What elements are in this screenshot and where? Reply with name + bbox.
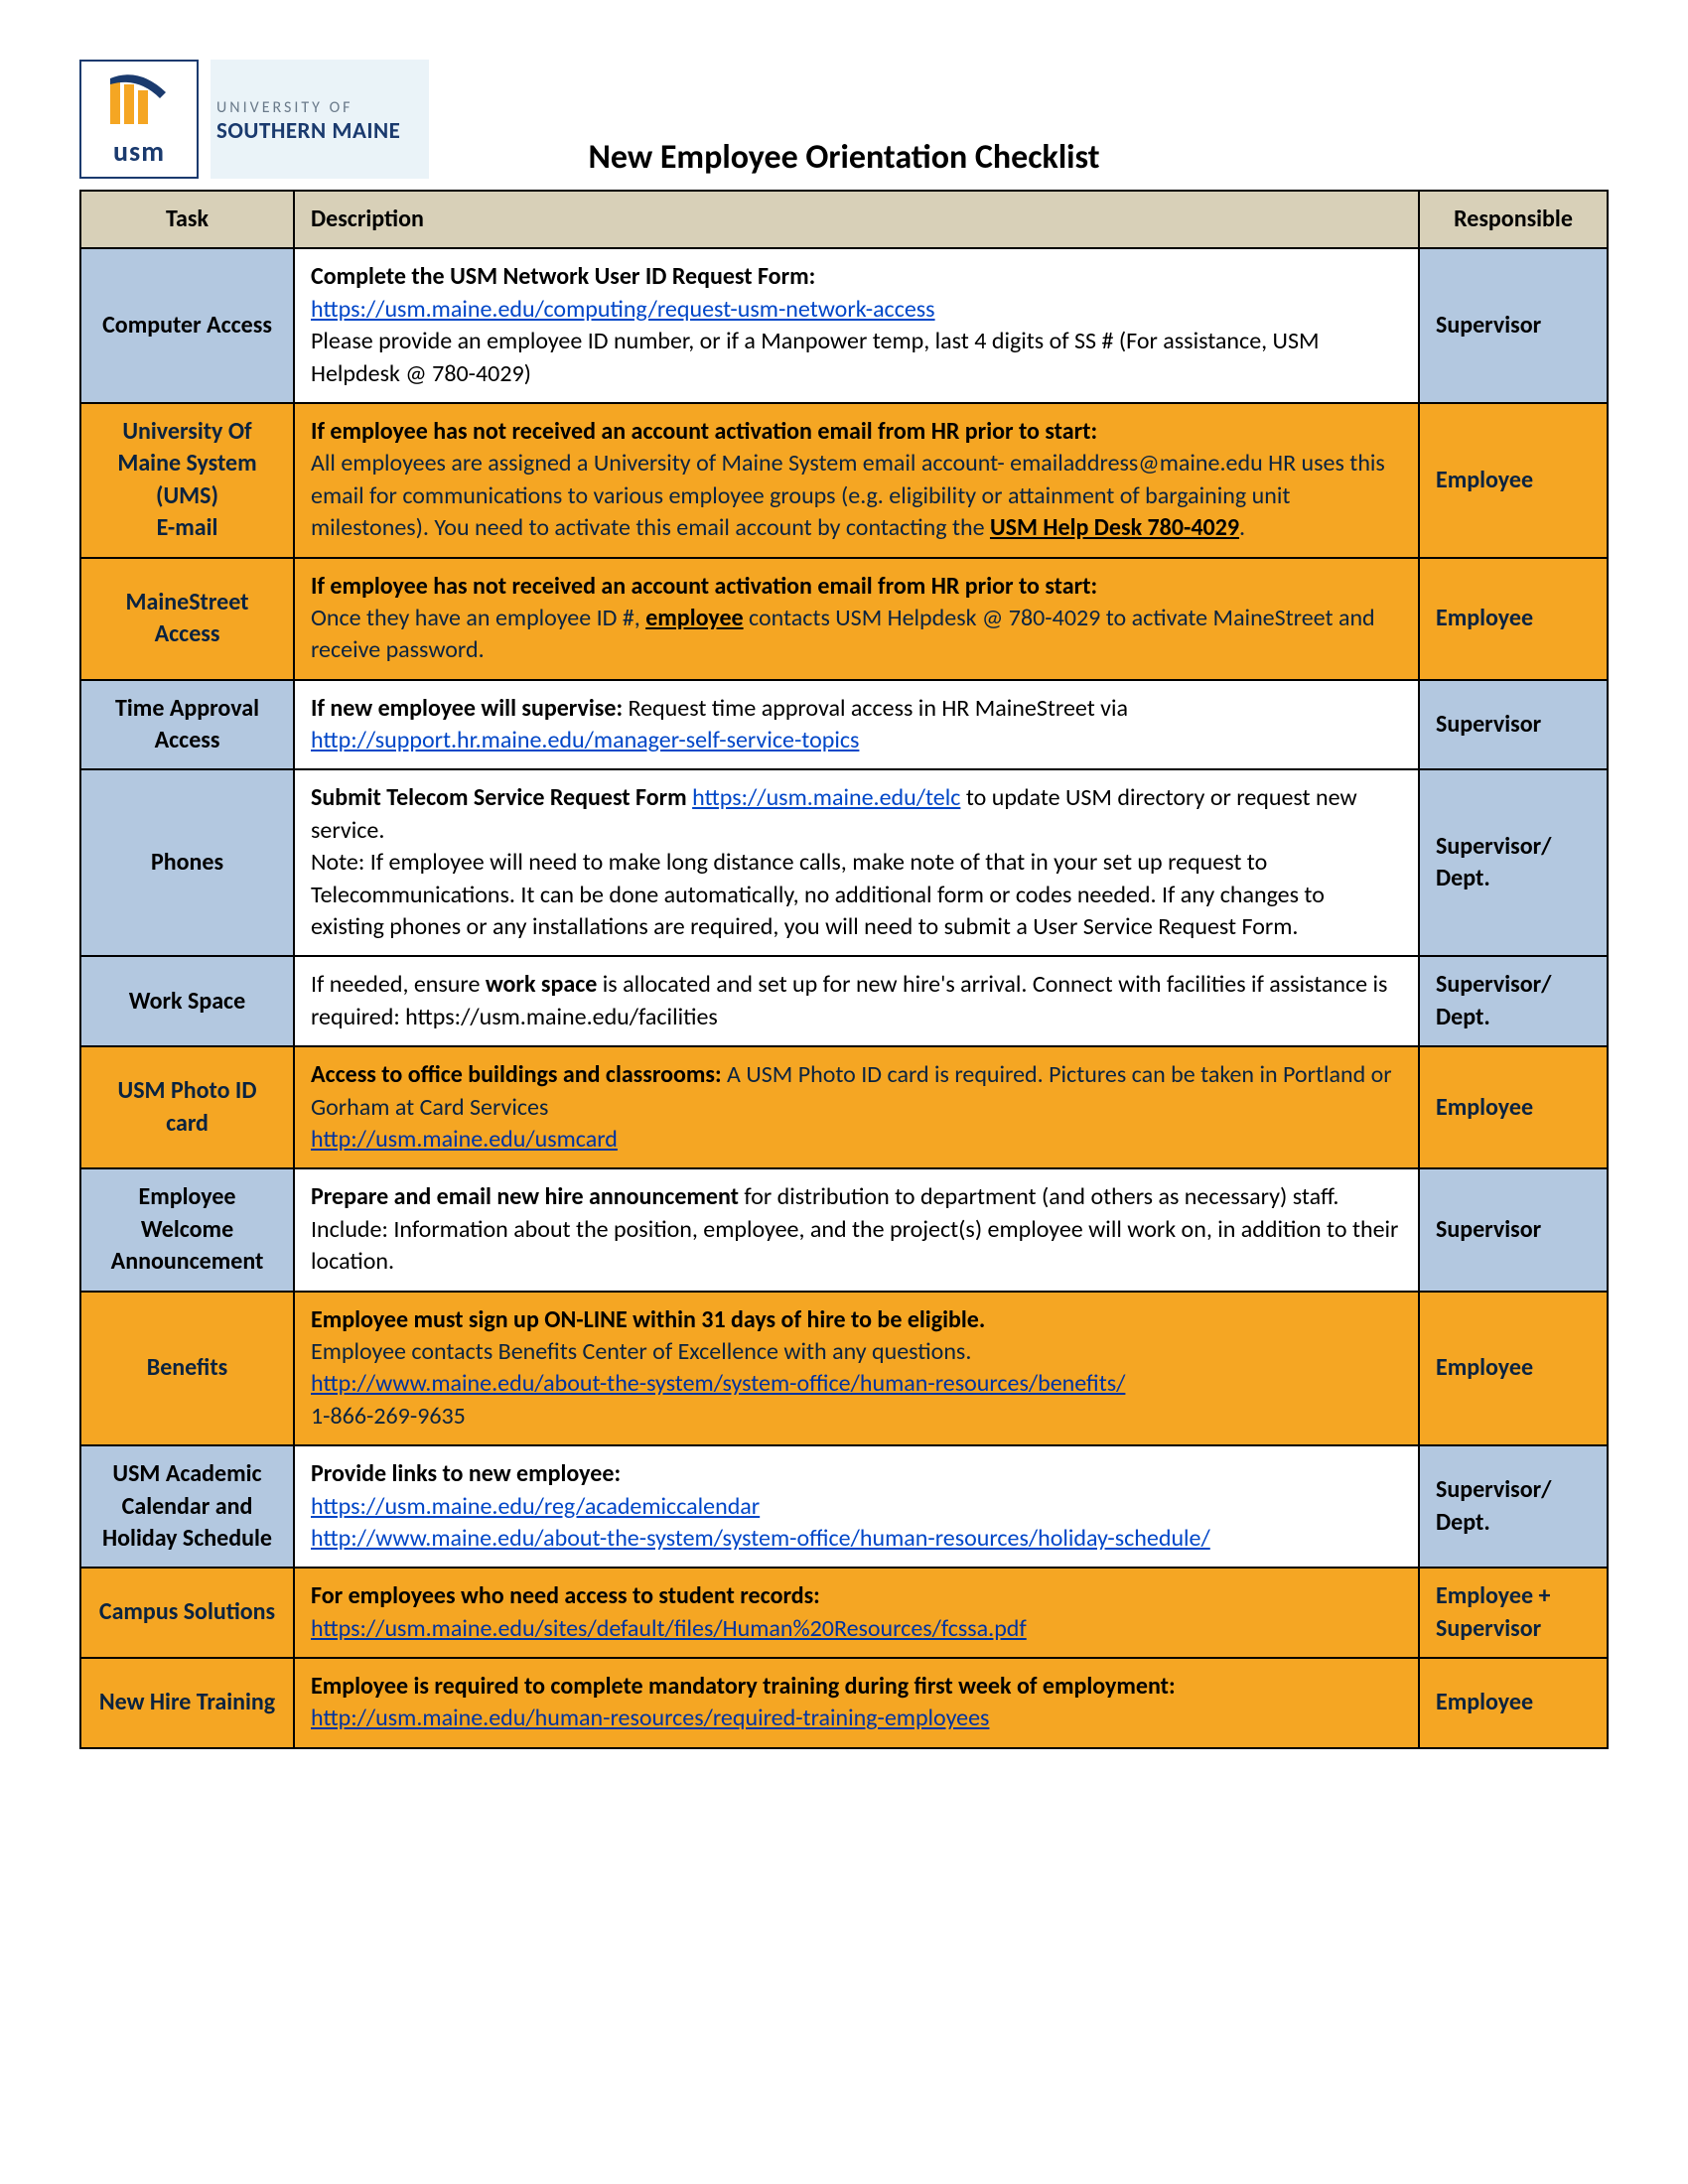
table-row: University Of Maine System (UMS) E-mail … — [80, 403, 1608, 558]
table-row: Campus Solutions For employees who need … — [80, 1568, 1608, 1658]
desc-link[interactable]: http://usm.maine.edu/usmcard — [311, 1125, 618, 1154]
desc-link[interactable]: https://usm.maine.edu/sites/default/file… — [311, 1614, 1027, 1643]
university-line2: SOUTHERN MAINE — [216, 117, 415, 145]
desc-link[interactable]: http://www.maine.edu/about-the-system/sy… — [311, 1524, 1210, 1553]
task-cell: Time Approval Access — [80, 680, 294, 770]
desc-bold-underline: employee — [645, 604, 743, 632]
table-row: Work Space If needed, ensure work space … — [80, 956, 1608, 1046]
desc-cell: Employee is required to complete mandato… — [294, 1658, 1419, 1748]
desc-bold: work space — [486, 970, 598, 999]
resp-cell: Supervisor/ Dept. — [1419, 769, 1608, 956]
desc-pre: Once they have an employee ID #, — [311, 604, 645, 632]
university-line1: UNIVERSITY OF — [216, 98, 415, 117]
resp-cell: Supervisor/ Dept. — [1419, 1445, 1608, 1568]
table-row: Benefits Employee must sign up ON-LINE w… — [80, 1292, 1608, 1446]
task-cell: Computer Access — [80, 248, 294, 403]
desc-tail: 1-866-269-9635 — [311, 1402, 466, 1431]
desc-bold: Access to office buildings and classroom… — [311, 1060, 722, 1089]
desc-cell: If new employee will supervise: Request … — [294, 680, 1419, 770]
desc-link[interactable]: https://usm.maine.edu/reg/academiccalend… — [311, 1492, 760, 1521]
table-row: USM Photo ID card Access to office build… — [80, 1046, 1608, 1168]
desc-bold: Employee is required to complete mandato… — [311, 1672, 1176, 1701]
resp-cell: Employee — [1419, 558, 1608, 680]
logo-acronym: usm — [113, 134, 165, 169]
table-row: Time Approval Access If new employee wil… — [80, 680, 1608, 770]
desc-body: Employee contacts Benefits Center of Exc… — [311, 1337, 971, 1366]
desc-tail: . — [1239, 513, 1245, 542]
resp-cell: Employee — [1419, 1658, 1608, 1748]
desc-bold: Employee must sign up ON-LINE within 31 … — [311, 1305, 985, 1334]
desc-bold: If employee has not received an account … — [311, 417, 1097, 446]
task-cell: USM Photo ID card — [80, 1046, 294, 1168]
task-cell: Employee Welcome Announcement — [80, 1168, 294, 1291]
desc-cell: Complete the USM Network User ID Request… — [294, 248, 1419, 403]
desc-cell: For employees who need access to student… — [294, 1568, 1419, 1658]
task-cell: Benefits — [80, 1292, 294, 1446]
desc-cell: Submit Telecom Service Request Form http… — [294, 769, 1419, 956]
usm-logo-icon — [104, 70, 174, 130]
checklist-table: Task Description Responsible Computer Ac… — [79, 190, 1609, 1749]
desc-cell: Access to office buildings and classroom… — [294, 1046, 1419, 1168]
desc-note: Note: If employee will need to make long… — [311, 848, 1325, 941]
table-row: Computer Access Complete the USM Network… — [80, 248, 1608, 403]
desc-text: Please provide an employee ID number, or… — [311, 327, 1320, 387]
table-header-row: Task Description Responsible — [80, 191, 1608, 248]
desc-pre: If needed, ensure — [311, 970, 486, 999]
desc-link[interactable]: http://www.maine.edu/about-the-system/sy… — [311, 1369, 1125, 1398]
task-cell: Work Space — [80, 956, 294, 1046]
desc-cell: Employee must sign up ON-LINE within 31 … — [294, 1292, 1419, 1446]
desc-cell: Provide links to new employee: https://u… — [294, 1445, 1419, 1568]
resp-cell: Employee — [1419, 403, 1608, 558]
task-cell: University Of Maine System (UMS) E-mail — [80, 403, 294, 558]
task-cell: MaineStreet Access — [80, 558, 294, 680]
desc-bold: Complete the USM Network User ID Request… — [311, 262, 815, 291]
resp-cell: Supervisor/ Dept. — [1419, 956, 1608, 1046]
resp-cell: Employee — [1419, 1046, 1608, 1168]
desc-bold: If new employee will supervise: — [311, 694, 623, 723]
desc-link[interactable]: http://usm.maine.edu/human-resources/req… — [311, 1704, 989, 1732]
table-row: MaineStreet Access If employee has not r… — [80, 558, 1608, 680]
university-name-box: UNIVERSITY OF SOUTHERN MAINE — [211, 60, 429, 179]
resp-cell: Supervisor — [1419, 248, 1608, 403]
resp-cell: Supervisor — [1419, 1168, 1608, 1291]
desc-cell: If employee has not received an account … — [294, 403, 1419, 558]
desc-bold: Submit Telecom Service Request Form — [311, 783, 692, 812]
col-header-responsible: Responsible — [1419, 191, 1608, 248]
desc-mid: Request time approval access in HR Maine… — [623, 694, 1128, 723]
resp-cell: Supervisor — [1419, 680, 1608, 770]
desc-bold-underline: USM Help Desk 780-4029 — [990, 513, 1239, 542]
task-cell: USM Academic Calendar and Holiday Schedu… — [80, 1445, 294, 1568]
table-row: Phones Submit Telecom Service Request Fo… — [80, 769, 1608, 956]
desc-link[interactable]: https://usm.maine.edu/telc — [692, 783, 960, 812]
task-cell: Phones — [80, 769, 294, 956]
table-row: New Hire Training Employee is required t… — [80, 1658, 1608, 1748]
table-row: USM Academic Calendar and Holiday Schedu… — [80, 1445, 1608, 1568]
resp-cell: Employee + Supervisor — [1419, 1568, 1608, 1658]
desc-cell: If needed, ensure work space is allocate… — [294, 956, 1419, 1046]
desc-bold: Prepare and email new hire announcement — [311, 1182, 739, 1211]
task-cell: Campus Solutions — [80, 1568, 294, 1658]
table-row: Employee Welcome Announcement Prepare an… — [80, 1168, 1608, 1291]
desc-cell: Prepare and email new hire announcement … — [294, 1168, 1419, 1291]
desc-link[interactable]: https://usm.maine.edu/computing/request-… — [311, 295, 935, 324]
col-header-task: Task — [80, 191, 294, 248]
desc-bold: Provide links to new employee: — [311, 1459, 621, 1488]
desc-link[interactable]: http://support.hr.maine.edu/manager-self… — [311, 726, 859, 754]
task-cell: New Hire Training — [80, 1658, 294, 1748]
desc-cell: If employee has not received an account … — [294, 558, 1419, 680]
desc-bold: For employees who need access to student… — [311, 1581, 820, 1610]
col-header-description: Description — [294, 191, 1419, 248]
resp-cell: Employee — [1419, 1292, 1608, 1446]
desc-bold: If employee has not received an account … — [311, 572, 1097, 601]
usm-logo-box: usm — [79, 60, 199, 179]
